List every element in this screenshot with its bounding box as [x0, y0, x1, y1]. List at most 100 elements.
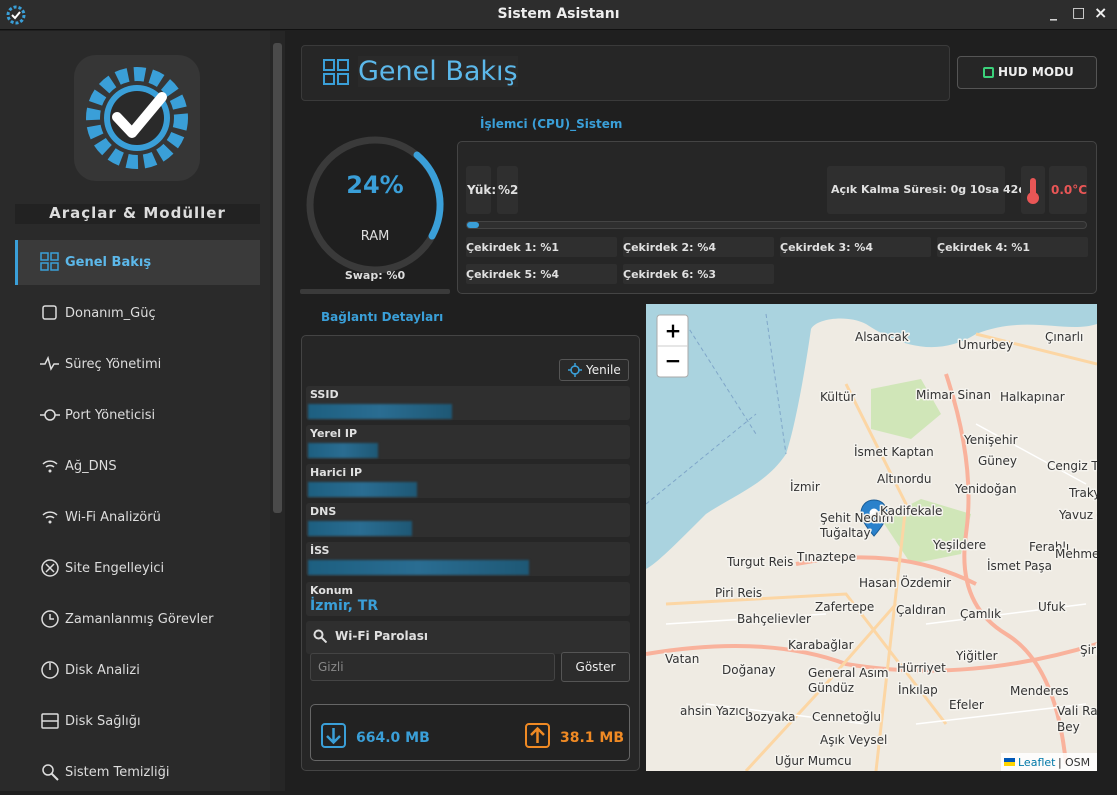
sidebar-label: Sistem Temizliği	[65, 765, 170, 780]
map-label: Gündüz	[808, 681, 854, 695]
sidebar-item[interactable]: Wi-Fi Analizörü	[15, 495, 260, 540]
sidebar-icon	[42, 305, 57, 320]
map-label: General Asım	[808, 666, 889, 680]
core-box	[623, 237, 774, 257]
sidebar-item[interactable]: Sistem Temizliği	[15, 750, 260, 795]
core-box	[623, 264, 774, 284]
map-label: Bahçelievler	[737, 612, 811, 626]
map-label: İsmet Paşa	[987, 558, 1052, 573]
sidebar-item[interactable]: Zamanlanmış Görevler	[15, 597, 260, 642]
wifi-title: Wi-Fi Parolası	[335, 629, 429, 643]
wifi-input[interactable]: Gizli	[310, 653, 555, 681]
map-label: Çamlık	[960, 607, 1001, 621]
field-value-masked	[308, 482, 417, 497]
core-label: Çekirdek 2: %4	[623, 241, 717, 254]
scrollbar[interactable]	[270, 31, 285, 791]
hud-button[interactable]: HUD MODU	[957, 56, 1097, 89]
upload: 38.1 MB	[560, 730, 625, 746]
sidebar-item[interactable]: Süreç Yönetimi	[15, 342, 260, 387]
map-label: Altınordu	[877, 472, 931, 486]
ram-gauge	[306, 136, 444, 274]
map-label: Ufuk	[1038, 600, 1066, 614]
map-label: ahsin Yazıcı	[680, 704, 749, 718]
zoom-in[interactable]: +	[665, 319, 682, 343]
sidebar-item[interactable]: Ağ_DNS	[15, 444, 260, 489]
sidebar-item[interactable]: Site Engelleyici	[15, 546, 260, 591]
field-label: İSS	[310, 544, 330, 557]
map-label: Umurbey	[958, 338, 1013, 352]
attribution-leaflet[interactable]: Leaflet	[1018, 756, 1056, 769]
field-label: Yerel IP	[310, 427, 358, 440]
map-label: Aşık Veysel	[820, 733, 887, 747]
map-label: Mehmet Akif	[1055, 547, 1097, 561]
core-box	[780, 237, 931, 257]
core-label: Çekirdek 3: %4	[780, 241, 874, 254]
location-value: İzmir, TR	[310, 598, 379, 614]
sidebar-label: Donanım_Güç	[65, 306, 156, 321]
minimize[interactable]: _	[1050, 5, 1057, 21]
sidebar-item[interactable]: Port Yöneticisi	[15, 393, 260, 438]
show-label: Göster	[575, 660, 616, 674]
field-value-masked	[308, 443, 378, 458]
temperature: 0.0°C	[1051, 183, 1088, 197]
zoom-out[interactable]: −	[665, 349, 682, 373]
sidebar-icon	[41, 610, 59, 628]
core-box	[466, 264, 617, 284]
hud-label: HUD MODU	[998, 65, 1074, 79]
app-icon	[6, 5, 26, 25]
core-box	[466, 237, 617, 257]
refresh-button[interactable]: Yenile	[559, 359, 629, 381]
sidebar-icon	[41, 661, 59, 679]
thermometer-icon	[1027, 178, 1039, 204]
map-label: Yeşildere	[932, 538, 986, 552]
map-label: Tınaztepe	[796, 550, 856, 564]
sidebar-item[interactable]: Genel Bakış	[15, 240, 260, 285]
show-button[interactable]: Göster	[561, 652, 630, 682]
map-label: Hasan Özdemir	[859, 574, 951, 590]
sidebar-label: Disk Sağlığı	[65, 714, 141, 729]
map-label: Ferahlı	[1029, 540, 1069, 554]
download: 664.0 MB	[356, 730, 430, 746]
sidebar-icon	[42, 764, 59, 781]
map-label: Halkapınar	[1000, 390, 1065, 404]
connection-title: Bağlantı Detayları	[321, 310, 444, 324]
map-label: Karabağlar	[788, 638, 854, 652]
sidebar-label: Zamanlanmış Görevler	[65, 612, 214, 627]
sidebar-item[interactable]: Disk Sağlığı	[15, 699, 260, 744]
map-label: Turgut Reis	[726, 555, 793, 569]
maximize[interactable]: □	[1072, 5, 1086, 21]
sidebar-label: Disk Analizi	[65, 663, 140, 678]
sidebar-label: Wi-Fi Analizörü	[65, 510, 161, 525]
map-label: Cennetoğlu	[812, 710, 881, 724]
transfer-box: 664.0 MB 38.1 MB	[310, 704, 630, 761]
core-box	[937, 237, 1088, 257]
map-label: Efeler	[949, 698, 984, 712]
window-title: Sistem Asistanı	[497, 6, 620, 22]
map-label: Bozyaka	[745, 710, 795, 724]
map-label: Uğur Mumcu	[775, 754, 852, 768]
map-label: Doğanay	[722, 663, 776, 677]
attribution-osm: OSM	[1065, 756, 1090, 769]
sidebar-section-title: Araçlar & Modüller	[15, 204, 260, 224]
map-label: Yenidoğan	[954, 482, 1017, 496]
swap-bar	[300, 289, 450, 294]
header-panel: Genel Bakış	[301, 45, 950, 101]
sidebar-item[interactable]: Disk Analizi	[15, 648, 260, 693]
map[interactable]: Alsancak Umurbey Çınarlı Kültür Mimar Sinan H…	[646, 304, 1097, 771]
field-label: Harici IP	[310, 466, 363, 479]
map-label: Mimar Sinan	[916, 388, 991, 402]
map-label: Şirinkapı	[1080, 643, 1097, 657]
map-label: Kültür	[820, 390, 856, 404]
map-label: Şehit Nedim	[820, 511, 893, 525]
close[interactable]: ×	[1094, 3, 1108, 22]
sidebar-icon	[40, 355, 59, 371]
map-label: Çınarlı	[1045, 330, 1083, 344]
attribution-separator: |	[1058, 756, 1062, 769]
sidebar-item[interactable]: Donanım_Güç	[15, 291, 260, 336]
map-label: Kadifekale	[880, 504, 942, 518]
field-value-masked	[308, 560, 529, 575]
map-label: Yiğitler	[955, 649, 998, 663]
map-label: İnkılap	[898, 682, 938, 697]
ram-label: RAM	[360, 229, 390, 244]
map-label: Hürriyet	[897, 661, 946, 675]
